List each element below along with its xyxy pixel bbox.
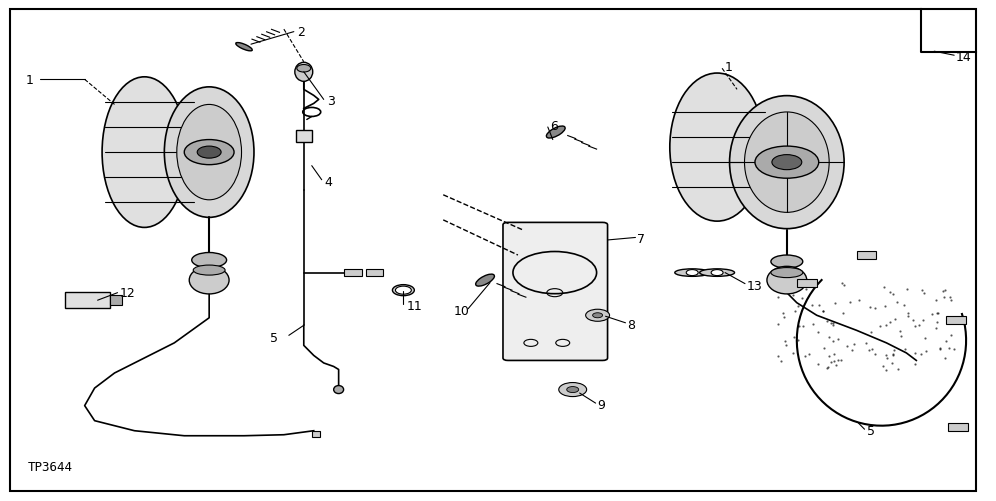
Ellipse shape — [767, 267, 807, 295]
Bar — [857, 252, 876, 260]
Circle shape — [711, 270, 723, 276]
Bar — [948, 423, 968, 431]
Text: 7: 7 — [637, 233, 645, 246]
Ellipse shape — [699, 270, 734, 277]
Ellipse shape — [102, 78, 187, 228]
Ellipse shape — [675, 270, 709, 277]
Ellipse shape — [189, 267, 229, 295]
Text: 13: 13 — [747, 279, 763, 292]
Circle shape — [559, 383, 587, 397]
Text: TP3644: TP3644 — [28, 460, 73, 473]
Text: 5: 5 — [867, 424, 874, 437]
Bar — [344, 270, 362, 277]
Circle shape — [686, 270, 698, 276]
Ellipse shape — [236, 44, 252, 52]
Text: 1: 1 — [725, 61, 733, 74]
Bar — [946, 317, 966, 325]
Text: 5: 5 — [270, 331, 278, 344]
Ellipse shape — [730, 96, 845, 229]
Text: 1: 1 — [26, 74, 34, 87]
Circle shape — [593, 313, 603, 318]
Ellipse shape — [334, 386, 344, 394]
Ellipse shape — [771, 256, 803, 269]
Bar — [110, 295, 122, 305]
Text: 6: 6 — [550, 120, 558, 133]
Bar — [296, 130, 312, 143]
Circle shape — [184, 140, 234, 165]
Ellipse shape — [177, 105, 242, 200]
Ellipse shape — [191, 253, 227, 268]
Ellipse shape — [745, 113, 830, 213]
Ellipse shape — [295, 63, 313, 82]
Circle shape — [772, 155, 802, 170]
Text: 12: 12 — [120, 287, 135, 300]
Circle shape — [755, 147, 819, 179]
Ellipse shape — [669, 74, 765, 221]
Bar — [312, 431, 320, 437]
Text: 10: 10 — [453, 304, 469, 317]
Text: 8: 8 — [627, 318, 635, 331]
Text: 2: 2 — [297, 26, 305, 39]
Ellipse shape — [476, 275, 494, 287]
Text: 3: 3 — [327, 95, 335, 108]
Ellipse shape — [193, 266, 225, 276]
Bar — [65, 292, 110, 308]
Text: 11: 11 — [406, 300, 422, 313]
Circle shape — [567, 387, 579, 393]
Bar — [797, 279, 817, 287]
Bar — [366, 270, 383, 277]
Ellipse shape — [164, 88, 254, 218]
Text: 9: 9 — [598, 398, 606, 411]
FancyBboxPatch shape — [503, 223, 608, 361]
Text: 14: 14 — [956, 51, 972, 64]
Ellipse shape — [547, 127, 565, 139]
Ellipse shape — [392, 285, 414, 296]
Circle shape — [197, 147, 221, 159]
Circle shape — [586, 310, 610, 322]
Circle shape — [395, 287, 411, 295]
Ellipse shape — [297, 65, 311, 73]
Ellipse shape — [771, 268, 803, 278]
Text: 4: 4 — [325, 175, 333, 188]
